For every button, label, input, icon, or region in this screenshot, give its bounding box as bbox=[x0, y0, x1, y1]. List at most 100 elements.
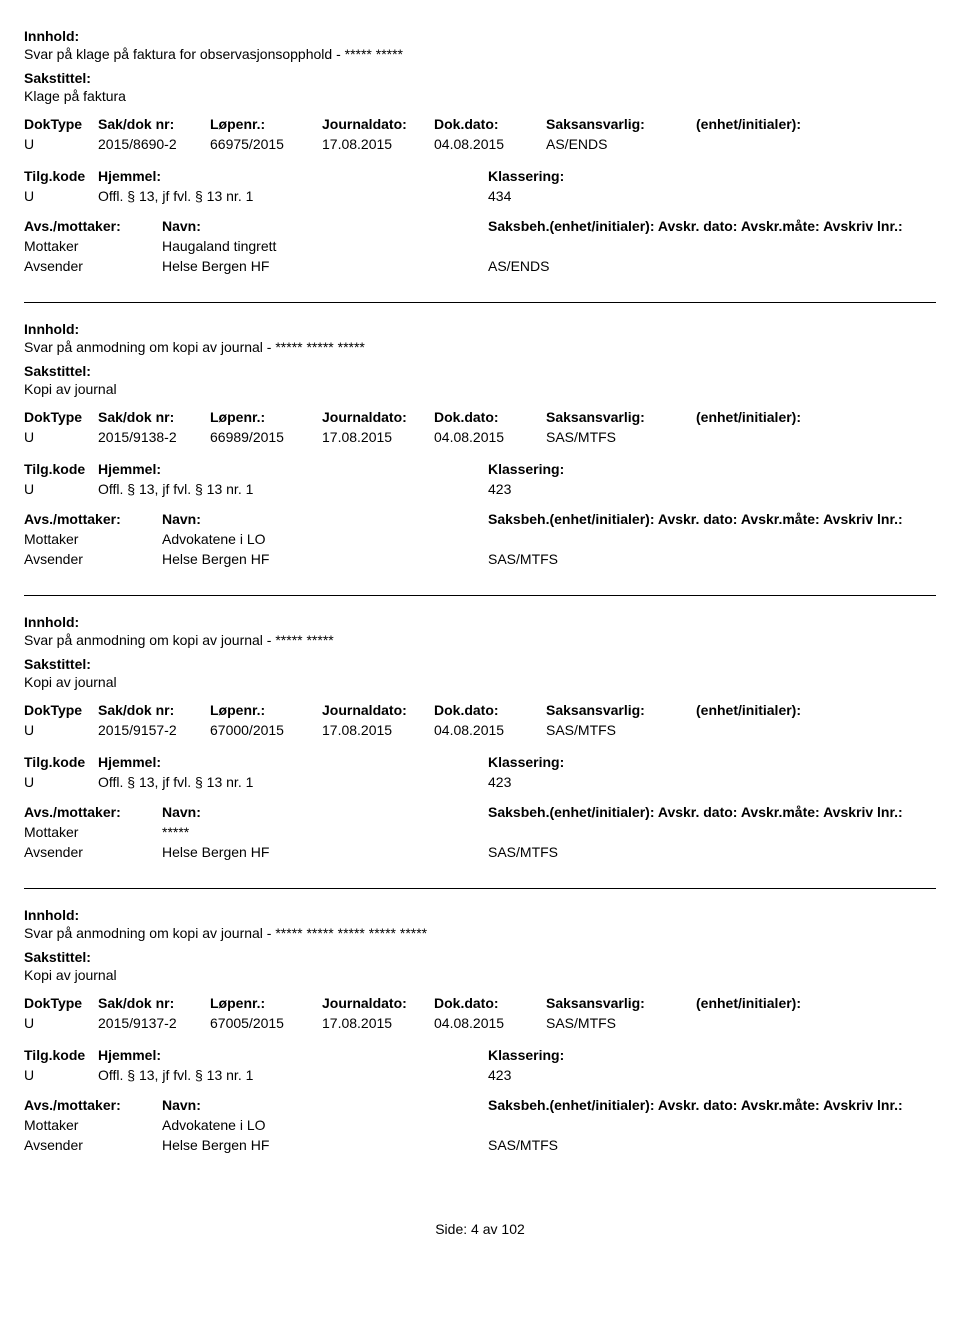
mottaker-row: Mottaker Advokatene i LO bbox=[24, 531, 936, 547]
mottaker-enhet bbox=[488, 1117, 936, 1133]
mottaker-navn: Advokatene i LO bbox=[162, 1117, 488, 1133]
saksansvarlig-label: Saksansvarlig: bbox=[546, 116, 696, 132]
innhold-value: Svar på anmodning om kopi av journal - *… bbox=[24, 339, 936, 355]
sakdoknr-label: Sak/dok nr: bbox=[98, 995, 210, 1011]
mottaker-navn: Advokatene i LO bbox=[162, 531, 488, 547]
navn-label: Navn: bbox=[162, 1097, 488, 1113]
hjemmel-value: Offl. § 13, jf fvl. § 13 nr. 1 bbox=[98, 770, 488, 790]
hjemmel-klass-block: Tilg.kode Hjemmel: Klassering: U Offl. §… bbox=[24, 168, 936, 204]
sakstittel-label: Sakstittel: bbox=[24, 949, 936, 965]
avsender-row: Avsender Helse Bergen HF AS/ENDS bbox=[24, 258, 936, 274]
enhet-init-value bbox=[696, 132, 856, 152]
sakdoknr-label: Sak/dok nr: bbox=[98, 409, 210, 425]
saksansvarlig-label: Saksansvarlig: bbox=[546, 702, 696, 718]
total-pages: 102 bbox=[501, 1221, 524, 1237]
sakdoknr-label: Sak/dok nr: bbox=[98, 702, 210, 718]
hjemmel-value: Offl. § 13, jf fvl. § 13 nr. 1 bbox=[98, 1063, 488, 1083]
sakstittel-label: Sakstittel: bbox=[24, 363, 936, 379]
sakstittel-label: Sakstittel: bbox=[24, 70, 936, 86]
avsender-enhet: AS/ENDS bbox=[488, 258, 936, 274]
klassering-label: Klassering: bbox=[488, 754, 688, 770]
avs-mottaker-label: Avs./mottaker: bbox=[24, 1097, 162, 1113]
tilgkode-value: U bbox=[24, 184, 98, 204]
doktype-label: DokType bbox=[24, 409, 98, 425]
avsender-navn: Helse Bergen HF bbox=[162, 844, 488, 860]
dokdato-label: Dok.dato: bbox=[434, 409, 546, 425]
records-container: Innhold: Svar på klage på faktura for ob… bbox=[24, 28, 936, 1181]
klassering-value: 434 bbox=[488, 184, 688, 204]
enhet-init-value bbox=[696, 425, 856, 445]
doktype-label: DokType bbox=[24, 116, 98, 132]
meta-table: DokType Sak/dok nr: Løpenr.: Journaldato… bbox=[24, 409, 936, 445]
journaldato-value: 17.08.2015 bbox=[322, 1011, 434, 1031]
avs-mottaker-header: Avs./mottaker: Navn: Saksbeh.(enhet/init… bbox=[24, 1097, 936, 1113]
hjemmel-value: Offl. § 13, jf fvl. § 13 nr. 1 bbox=[98, 477, 488, 497]
lopenr-value: 67005/2015 bbox=[210, 1011, 322, 1031]
dokdato-label: Dok.dato: bbox=[434, 116, 546, 132]
dokdato-value: 04.08.2015 bbox=[434, 425, 546, 445]
avsender-navn: Helse Bergen HF bbox=[162, 1137, 488, 1153]
doktype-value: U bbox=[24, 1011, 98, 1031]
tilgkode-label: Tilg.kode bbox=[24, 461, 98, 477]
navn-label: Navn: bbox=[162, 218, 488, 234]
journaldato-value: 17.08.2015 bbox=[322, 425, 434, 445]
mottaker-label: Mottaker bbox=[24, 531, 162, 547]
klassering-value: 423 bbox=[488, 477, 688, 497]
avsender-label: Avsender bbox=[24, 1137, 162, 1153]
mottaker-label: Mottaker bbox=[24, 1117, 162, 1133]
avs-mottaker-label: Avs./mottaker: bbox=[24, 511, 162, 527]
tilgkode-label: Tilg.kode bbox=[24, 1047, 98, 1063]
lopenr-label: Løpenr.: bbox=[210, 702, 322, 718]
page-footer: Side: 4 av 102 bbox=[24, 1221, 936, 1237]
journal-record: Innhold: Svar på klage på faktura for ob… bbox=[24, 28, 936, 302]
lopenr-label: Løpenr.: bbox=[210, 995, 322, 1011]
enhet-init-label: (enhet/initialer): bbox=[696, 702, 856, 718]
mottaker-enhet bbox=[488, 531, 936, 547]
avsender-label: Avsender bbox=[24, 258, 162, 274]
hjemmel-label: Hjemmel: bbox=[98, 1047, 488, 1063]
sakdoknr-label: Sak/dok nr: bbox=[98, 116, 210, 132]
klassering-label: Klassering: bbox=[488, 1047, 688, 1063]
saksansvarlig-value: SAS/MTFS bbox=[546, 425, 696, 445]
lopenr-value: 66975/2015 bbox=[210, 132, 322, 152]
tilgkode-value: U bbox=[24, 770, 98, 790]
lopenr-label: Løpenr.: bbox=[210, 409, 322, 425]
lopenr-value: 67000/2015 bbox=[210, 718, 322, 738]
mottaker-label: Mottaker bbox=[24, 238, 162, 254]
saksbeh-combo-label: Saksbeh.(enhet/initialer): Avskr. dato: … bbox=[488, 804, 936, 820]
tilgkode-label: Tilg.kode bbox=[24, 168, 98, 184]
sakstittel-value: Klage på faktura bbox=[24, 88, 936, 104]
hjemmel-value: Offl. § 13, jf fvl. § 13 nr. 1 bbox=[98, 184, 488, 204]
enhet-init-label: (enhet/initialer): bbox=[696, 409, 856, 425]
lopenr-value: 66989/2015 bbox=[210, 425, 322, 445]
mottaker-navn: Haugaland tingrett bbox=[162, 238, 488, 254]
journaldato-label: Journaldato: bbox=[322, 995, 434, 1011]
tilgkode-value: U bbox=[24, 477, 98, 497]
side-label: Side: bbox=[435, 1221, 467, 1237]
meta-table: DokType Sak/dok nr: Løpenr.: Journaldato… bbox=[24, 995, 936, 1031]
tilgkode-label: Tilg.kode bbox=[24, 754, 98, 770]
dokdato-value: 04.08.2015 bbox=[434, 132, 546, 152]
avsender-enhet: SAS/MTFS bbox=[488, 551, 936, 567]
avs-mottaker-header: Avs./mottaker: Navn: Saksbeh.(enhet/init… bbox=[24, 804, 936, 820]
dokdato-label: Dok.dato: bbox=[434, 702, 546, 718]
journaldato-label: Journaldato: bbox=[322, 116, 434, 132]
saksansvarlig-value: AS/ENDS bbox=[546, 132, 696, 152]
hjemmel-klass-block: Tilg.kode Hjemmel: Klassering: U Offl. §… bbox=[24, 754, 936, 790]
klassering-label: Klassering: bbox=[488, 168, 688, 184]
avsender-navn: Helse Bergen HF bbox=[162, 551, 488, 567]
lopenr-label: Løpenr.: bbox=[210, 116, 322, 132]
tilgkode-value: U bbox=[24, 1063, 98, 1083]
saksansvarlig-label: Saksansvarlig: bbox=[546, 995, 696, 1011]
journal-record: Innhold: Svar på anmodning om kopi av jo… bbox=[24, 595, 936, 888]
innhold-label: Innhold: bbox=[24, 907, 936, 923]
hjemmel-klass-block: Tilg.kode Hjemmel: Klassering: U Offl. §… bbox=[24, 1047, 936, 1083]
sakdoknr-value: 2015/8690-2 bbox=[98, 132, 210, 152]
av-label: av bbox=[483, 1221, 498, 1237]
saksansvarlig-value: SAS/MTFS bbox=[546, 1011, 696, 1031]
saksansvarlig-label: Saksansvarlig: bbox=[546, 409, 696, 425]
sakdoknr-value: 2015/9137-2 bbox=[98, 1011, 210, 1031]
hjemmel-label: Hjemmel: bbox=[98, 461, 488, 477]
dokdato-value: 04.08.2015 bbox=[434, 718, 546, 738]
mottaker-row: Mottaker Advokatene i LO bbox=[24, 1117, 936, 1133]
